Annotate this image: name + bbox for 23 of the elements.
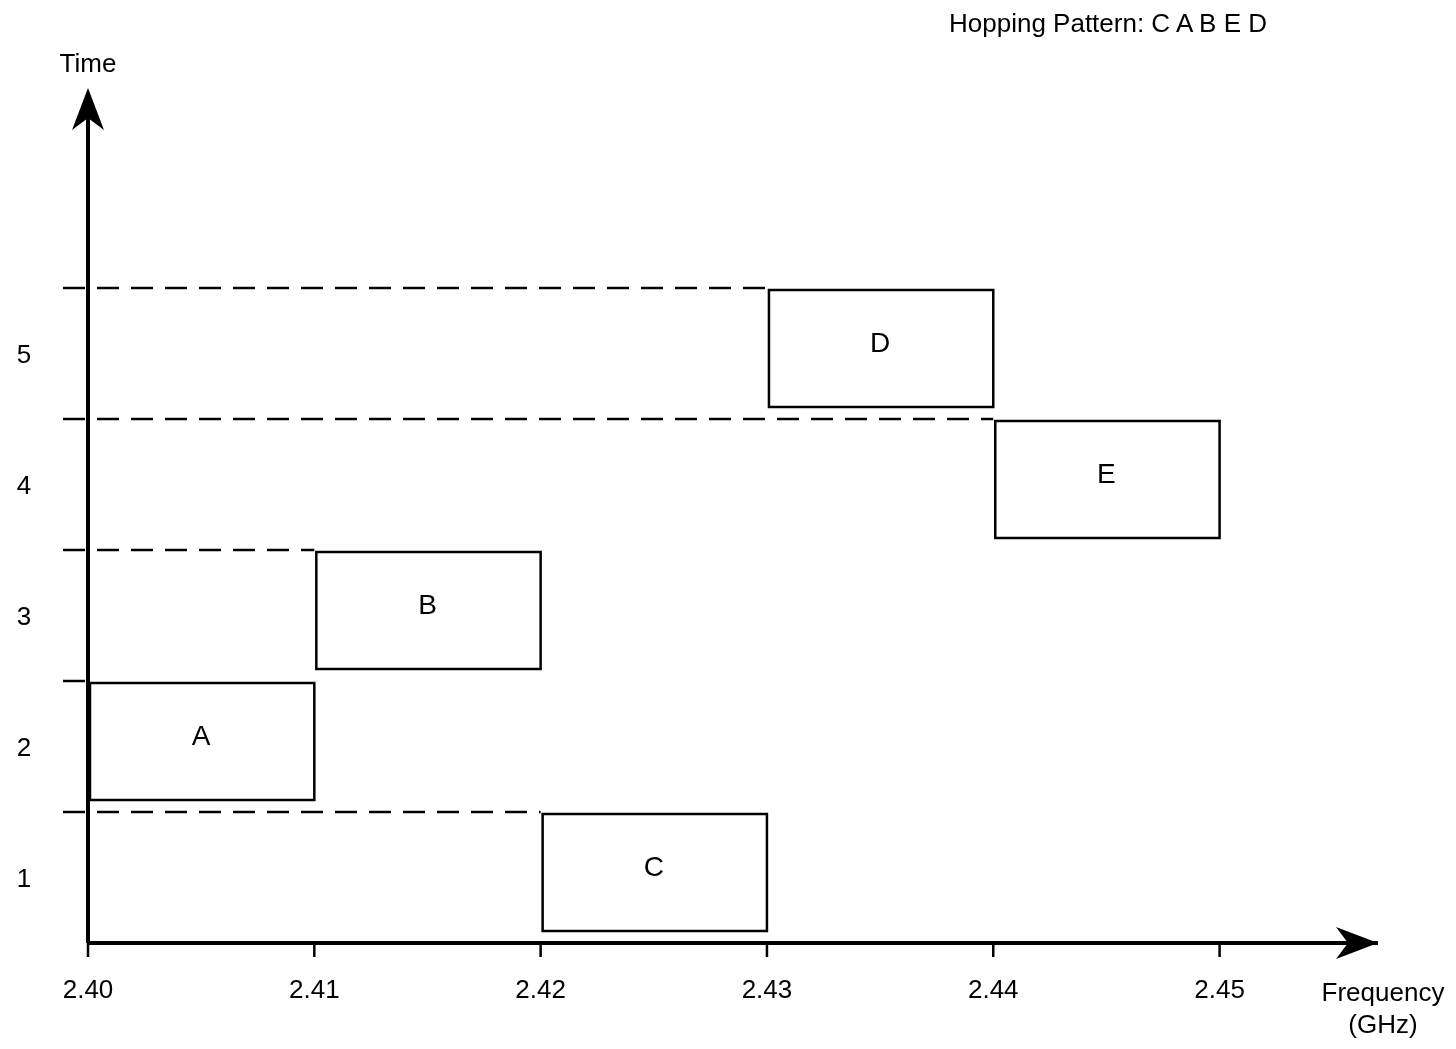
y-tick-label: 3: [16, 600, 32, 631]
bar: [315, 550, 542, 671]
annotation: C: [643, 850, 664, 882]
annotation: A: [191, 719, 211, 751]
annotation: B: [418, 588, 437, 620]
x-tick-label: 2.45: [1194, 974, 1245, 1004]
y-tick-label: 2: [16, 731, 32, 762]
x-axis-title: Frequency (GHz): [1321, 977, 1445, 1039]
x-tick-label: 2.44: [967, 974, 1019, 1004]
annotation: E: [1097, 457, 1116, 489]
x-tick-label: 2.43: [741, 974, 793, 1004]
text: Time: [59, 48, 117, 78]
y-tick-label: 4: [16, 469, 32, 500]
chart-title: Hopping Pattern: C A B E D: [949, 8, 1267, 38]
y-tick-label: 5: [16, 338, 32, 369]
bar: [994, 419, 1221, 540]
x-tick-label: 2.40: [62, 974, 114, 1004]
bar: [767, 288, 995, 409]
x-tick-label: 2.42: [515, 974, 566, 1004]
bar: [541, 812, 769, 933]
x-tick-label: 2.41: [289, 974, 340, 1004]
annotation: D: [869, 326, 891, 358]
y-tick-label: 1: [16, 862, 32, 893]
